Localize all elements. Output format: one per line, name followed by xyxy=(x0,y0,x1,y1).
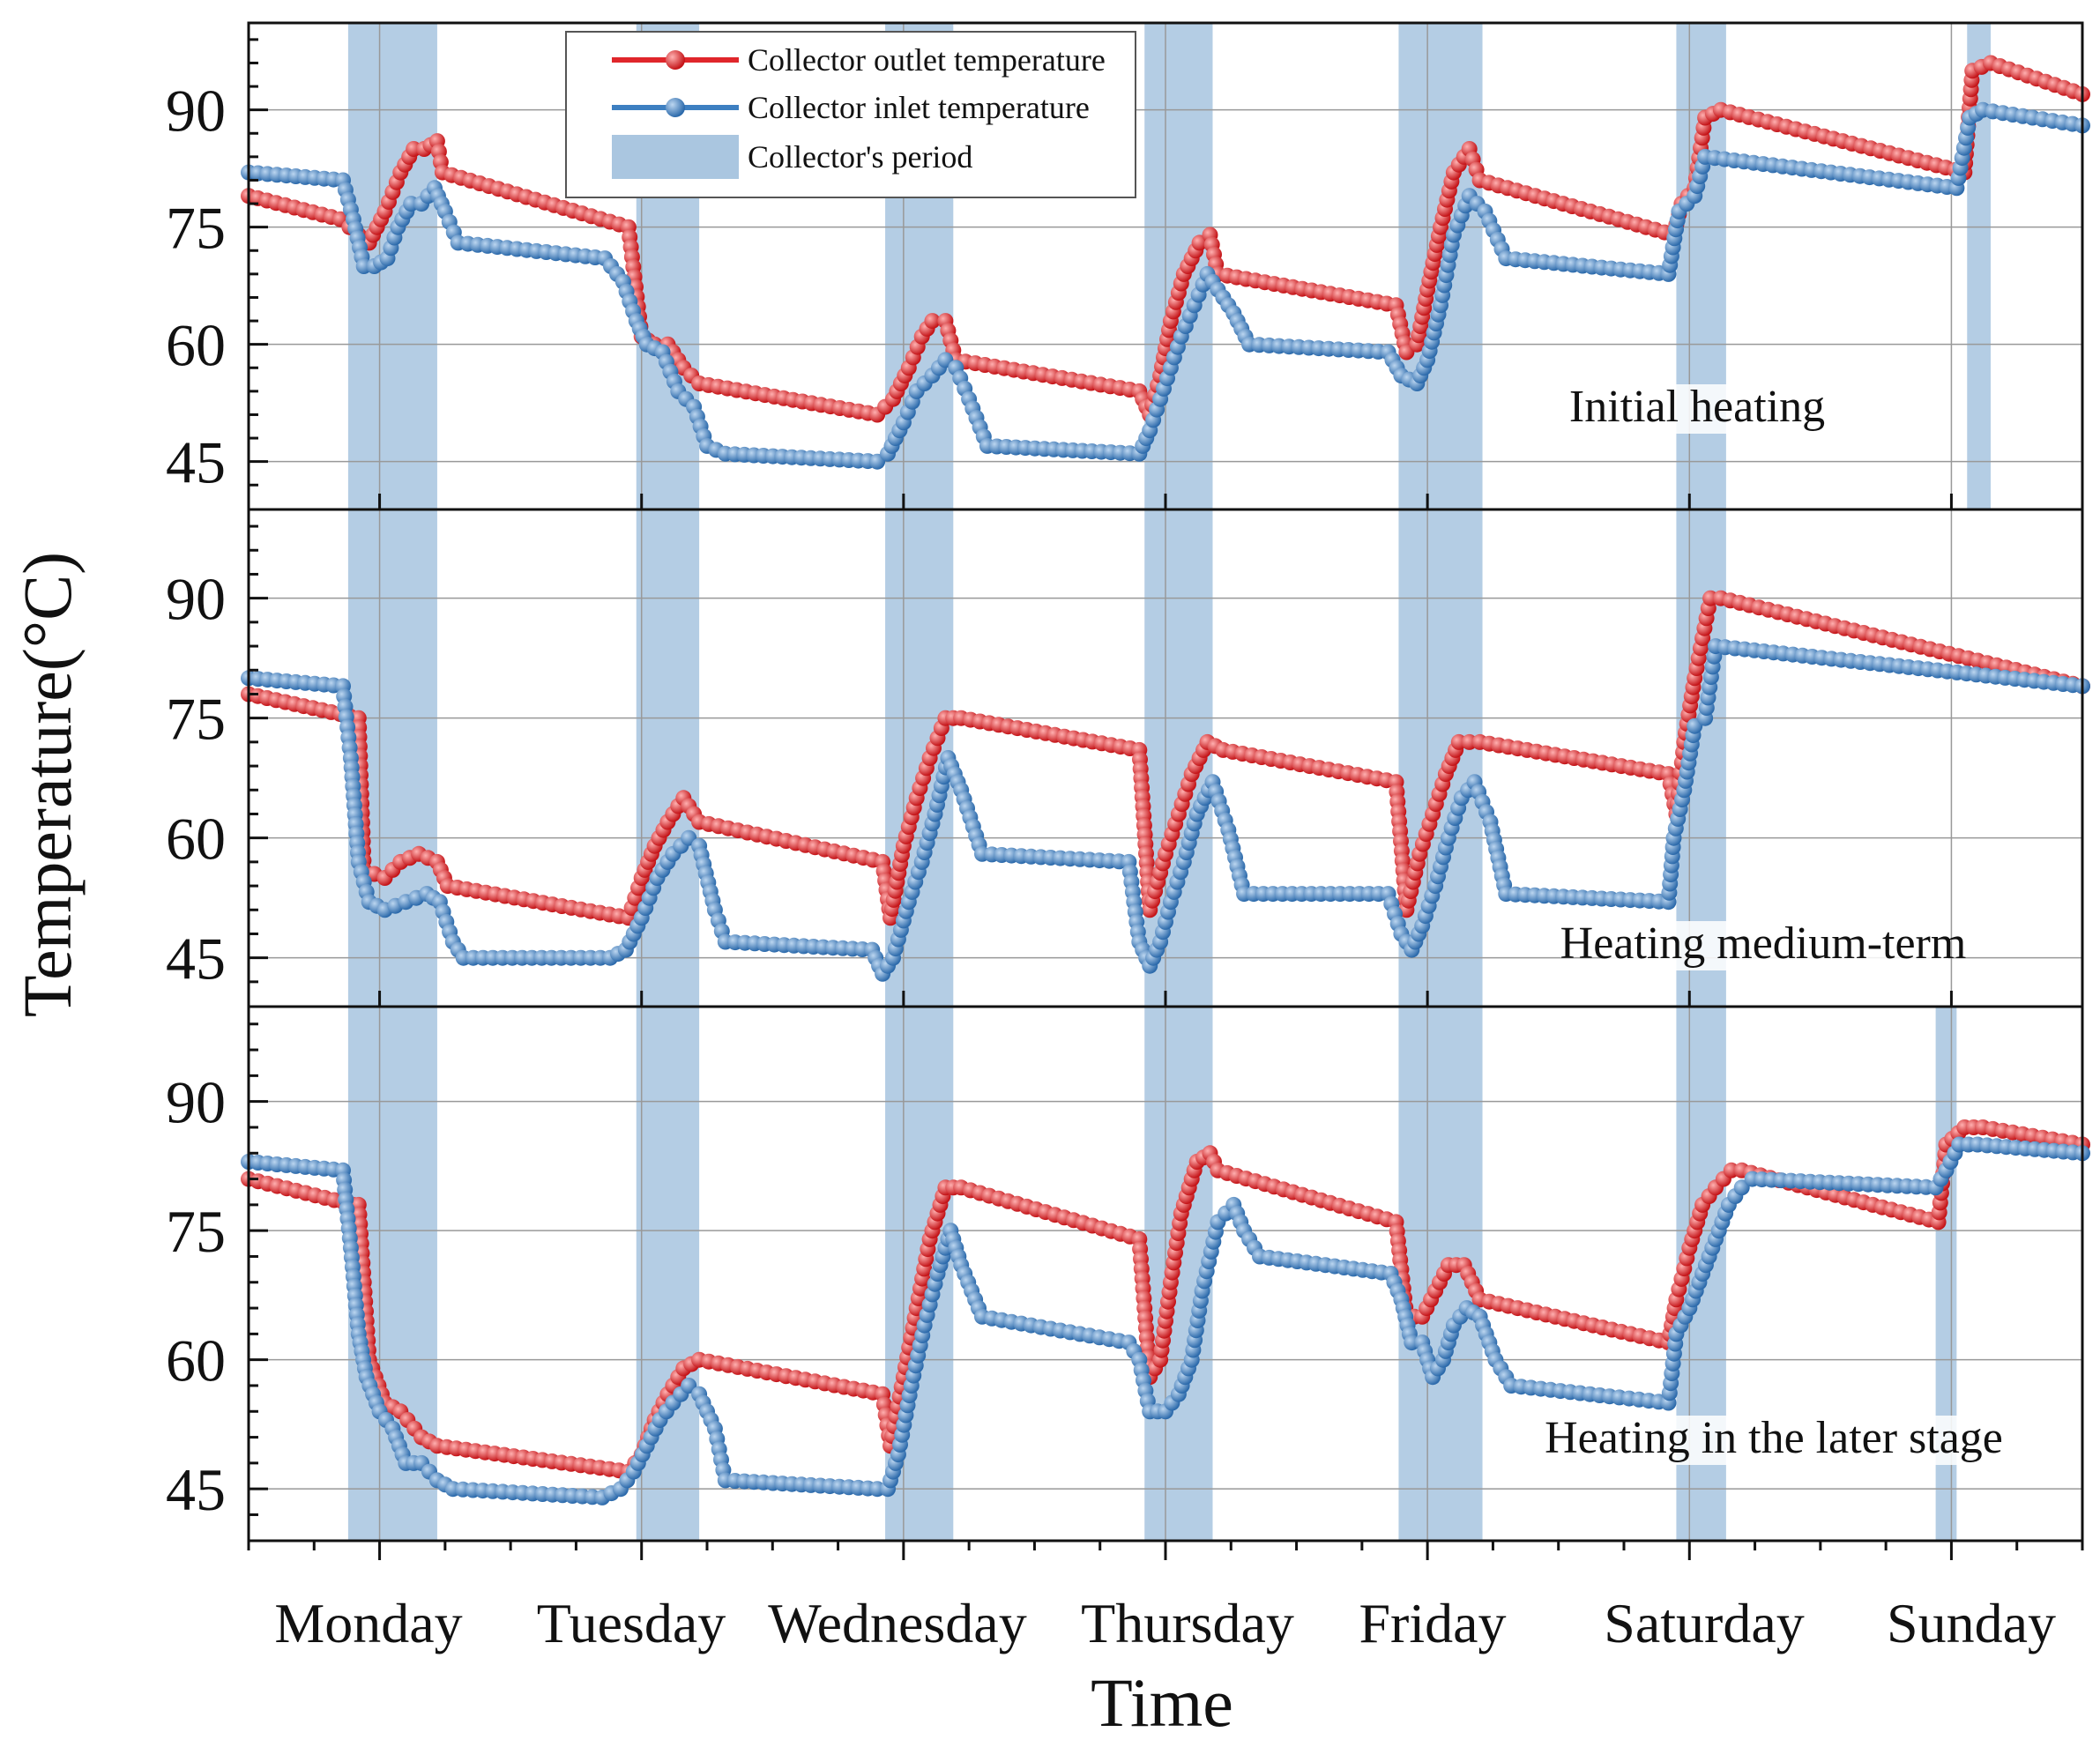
x-tick-label: Sunday xyxy=(1887,1592,2056,1654)
legend-label: Collector's period xyxy=(748,139,972,175)
y-tick-label: 90 xyxy=(166,1069,226,1136)
x-tick-label: Thursday xyxy=(1081,1592,1294,1654)
legend-swatch-band xyxy=(612,135,739,179)
data-point xyxy=(1733,1179,1750,1196)
y-tick-label: 90 xyxy=(166,566,226,633)
y-tick-label: 45 xyxy=(166,926,226,992)
panel-label-bg xyxy=(1615,1416,1959,1465)
x-tick-label: Friday xyxy=(1359,1592,1506,1654)
panel-label-bg xyxy=(1605,921,1948,970)
y-tick-label: 75 xyxy=(166,1198,226,1265)
y-tick-label: 90 xyxy=(166,78,226,145)
x-tick-label: Wednesday xyxy=(768,1592,1026,1654)
x-tick-label: Tuesday xyxy=(537,1592,726,1654)
y-tick-label: 60 xyxy=(166,312,226,379)
panel-1: Initial heating xyxy=(241,23,2090,509)
legend-swatch-marker xyxy=(666,98,685,117)
y-axis-title: Temperature(°C) xyxy=(9,552,86,1017)
panel-label: Heating in the later stage xyxy=(1545,1413,2003,1463)
x-tick-label: Monday xyxy=(274,1592,462,1654)
inlet-series-markers xyxy=(241,101,2090,470)
panel-3: Heating in the later stage xyxy=(241,1007,2090,1541)
y-tick-label: 60 xyxy=(166,806,226,873)
y-tick-label: 60 xyxy=(166,1327,226,1394)
y-tick-label: 45 xyxy=(166,429,226,496)
legend-swatch-marker xyxy=(666,50,685,70)
collector-period-band xyxy=(1398,509,1483,1007)
legend: Collector outlet temperature Collector in… xyxy=(565,31,1136,198)
panel-2: Heating medium-term xyxy=(241,509,2090,1007)
plot-area: Initial heating Heating medium-term Heatin… xyxy=(241,23,2090,1541)
legend-label: Collector inlet temperature xyxy=(748,90,1090,125)
y-tick-label: 45 xyxy=(166,1456,226,1523)
legend-label: Collector outlet temperature xyxy=(748,42,1106,78)
axes: 45 60 75 90 45 60 75 90 45 60 75 90 Monday Tuesday Wed… xyxy=(166,21,2084,1654)
axis-labels: Time Temperature(°C) xyxy=(9,552,1233,1741)
panel-label-bg xyxy=(1538,384,1882,434)
data-point xyxy=(924,313,941,330)
y-tick-label: 75 xyxy=(166,686,226,753)
x-tick-label: Saturday xyxy=(1604,1592,1805,1654)
y-tick-label: 75 xyxy=(166,195,226,262)
panel-label: Heating medium-term xyxy=(1560,918,1967,969)
collector-period-band xyxy=(1676,23,1726,509)
inlet-series-markers xyxy=(241,638,2090,982)
data-point xyxy=(681,1378,697,1394)
collector-period-band xyxy=(636,509,700,1007)
panel-label: Initial heating xyxy=(1569,382,1825,432)
x-axis-title: Time xyxy=(1091,1664,1233,1741)
inlet-series-markers xyxy=(241,1136,2090,1505)
